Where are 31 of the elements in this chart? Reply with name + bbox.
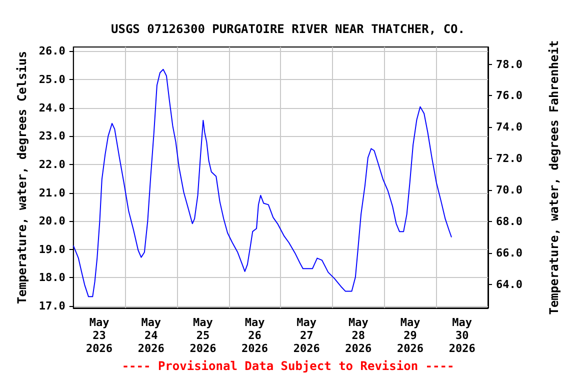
y-tick-label: 19.0 bbox=[38, 242, 66, 256]
x-tick-label: May 27 2026 bbox=[293, 316, 320, 355]
text: ---- Provisional Data Subject to Revision ---- bbox=[122, 359, 454, 373]
y2-tick-label: 78.0 bbox=[496, 58, 522, 71]
x-tick-label: May 24 2026 bbox=[138, 316, 165, 355]
x-tick-label: May 28 2026 bbox=[345, 316, 372, 355]
x-tick-label: May 25 2026 bbox=[190, 316, 217, 355]
y-tick-label: 20.0 bbox=[38, 214, 66, 228]
y2-tick-label: 76.0 bbox=[496, 89, 522, 102]
x-tick-label: May 23 2026 bbox=[86, 316, 113, 355]
x-tick-label: May 29 2026 bbox=[397, 316, 424, 355]
y-tick-label: 24.0 bbox=[38, 101, 66, 114]
x-tick-label: May 30 2026 bbox=[448, 316, 476, 355]
y-tick-label: 21.0 bbox=[38, 186, 66, 200]
y-tick-label: 17.0 bbox=[38, 300, 66, 313]
y2-tick-label: 70.0 bbox=[496, 184, 522, 197]
y-tick-label: 18.0 bbox=[38, 271, 66, 284]
y2-tick-label: 64.0 bbox=[496, 278, 522, 291]
y-tick-label: 23.0 bbox=[38, 130, 66, 143]
y-axis-title: Temperature, water, degrees Celsius bbox=[15, 51, 29, 304]
y2-tick-label: 66.0 bbox=[496, 246, 522, 260]
y2-tick-label: 72.0 bbox=[496, 152, 522, 166]
y2-tick-label: 68.0 bbox=[496, 215, 522, 228]
y2-tick-label: 74.0 bbox=[496, 120, 522, 134]
y2-axis-title: Temperature, water, degrees Fahrenheit bbox=[547, 40, 561, 315]
y-tick-label: 26.0 bbox=[38, 44, 66, 58]
x-tick-label: May 26 2026 bbox=[242, 316, 268, 355]
y-tick-label: 25.0 bbox=[38, 73, 66, 86]
chart-title: USGS 07126300 PURGATOIRE RIVER NEAR THATCHER, CO. bbox=[110, 22, 466, 36]
y-tick-label: 22.0 bbox=[38, 158, 66, 171]
line-series bbox=[72, 68, 452, 298]
